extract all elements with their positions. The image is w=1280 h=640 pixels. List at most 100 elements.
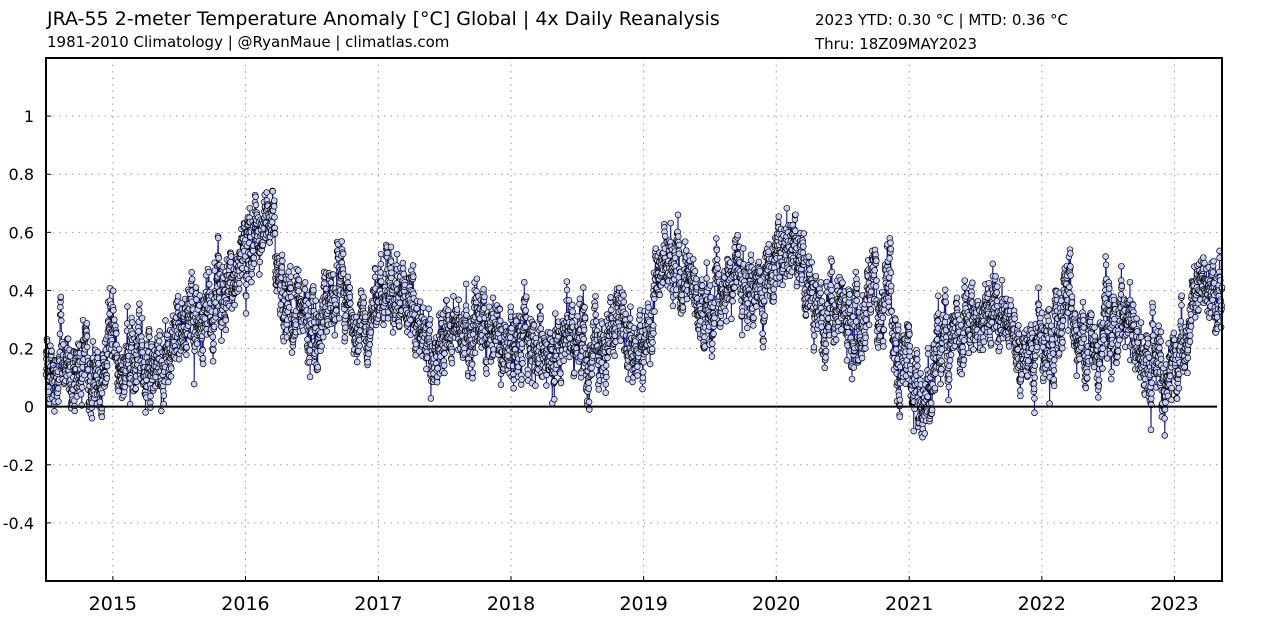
data-point — [776, 274, 783, 281]
data-point — [323, 328, 331, 335]
data-point — [779, 281, 786, 289]
data-point — [256, 258, 264, 266]
data-point — [828, 268, 836, 276]
data-point — [287, 284, 294, 292]
data-point — [393, 250, 401, 258]
data-point — [887, 239, 894, 247]
data-point — [365, 350, 372, 358]
data-point — [760, 297, 768, 305]
data-point — [731, 284, 738, 291]
data-point — [543, 382, 550, 389]
data-point — [60, 341, 67, 348]
data-point — [932, 370, 939, 377]
data-point — [750, 314, 757, 322]
chart-subtitle: 1981-2010 Climatology | @RyanMaue | clim… — [47, 33, 450, 51]
data-point — [800, 243, 807, 250]
data-point — [880, 343, 887, 350]
data-point — [537, 325, 545, 332]
data-point — [608, 306, 615, 314]
data-point — [846, 306, 854, 314]
data-point — [278, 264, 286, 271]
data-point — [873, 277, 880, 284]
data-point — [440, 362, 448, 369]
data-point — [709, 340, 716, 347]
data-point — [822, 347, 830, 355]
data-point — [450, 293, 457, 300]
data-point — [675, 241, 683, 249]
data-point — [805, 253, 812, 260]
data-point — [448, 348, 456, 356]
data-point — [214, 234, 222, 242]
data-point — [557, 370, 564, 377]
data-point — [757, 277, 764, 284]
data-point — [183, 351, 190, 359]
data-point — [879, 314, 887, 322]
data-point — [210, 323, 218, 331]
data-point — [132, 385, 139, 392]
data-point — [94, 348, 101, 356]
data-point — [366, 341, 373, 348]
data-point — [507, 334, 514, 341]
data-point — [292, 321, 300, 328]
data-point — [563, 278, 571, 285]
data-point — [146, 333, 153, 341]
data-point — [242, 292, 250, 300]
data-point — [263, 189, 270, 196]
data-point — [327, 279, 335, 286]
data-point — [81, 371, 88, 379]
data-point — [83, 320, 91, 327]
data-point — [821, 364, 828, 372]
data-point — [388, 269, 395, 277]
data-point — [650, 322, 657, 329]
data-point — [259, 241, 267, 249]
data-point — [739, 245, 747, 252]
data-point — [844, 329, 852, 336]
data-point — [551, 378, 558, 385]
data-point — [222, 316, 229, 324]
data-point — [98, 413, 106, 421]
data-point — [722, 307, 729, 315]
data-point — [818, 298, 826, 305]
data-point — [822, 354, 829, 361]
data-point — [168, 365, 175, 372]
data-point — [98, 389, 106, 397]
data-point — [160, 392, 168, 399]
data-point — [765, 241, 773, 248]
data-point — [817, 289, 824, 297]
data-point — [906, 342, 914, 350]
ytd-mtd-stats: 2023 YTD: 0.30 °C | MTD: 0.36 °C — [815, 11, 1068, 29]
data-point — [287, 273, 295, 280]
data-point — [656, 291, 664, 299]
data-point — [335, 315, 343, 322]
data-point — [649, 339, 656, 346]
data-point — [295, 267, 302, 274]
data-point — [646, 360, 654, 368]
data-point — [569, 308, 576, 315]
data-point — [416, 298, 424, 305]
data-point — [399, 265, 407, 272]
data-point — [734, 251, 742, 258]
data-point — [412, 340, 420, 348]
data-point — [808, 258, 815, 266]
data-point — [627, 303, 634, 310]
data-point — [622, 310, 629, 318]
data-point — [384, 249, 391, 257]
data-point — [865, 321, 873, 329]
data-point — [356, 342, 363, 350]
data-point — [242, 310, 250, 317]
data-point — [792, 211, 799, 218]
data-point — [852, 268, 860, 276]
data-point — [935, 292, 942, 300]
data-point — [729, 297, 736, 305]
data-point — [885, 298, 892, 305]
data-point — [783, 204, 791, 212]
data-point — [602, 381, 610, 388]
data-point — [942, 293, 949, 300]
data-point — [938, 365, 945, 373]
data-point — [279, 257, 286, 265]
data-point — [231, 301, 238, 309]
data-point — [56, 330, 64, 338]
data-point — [57, 311, 65, 318]
data-point — [938, 357, 945, 365]
data-point — [426, 316, 434, 323]
